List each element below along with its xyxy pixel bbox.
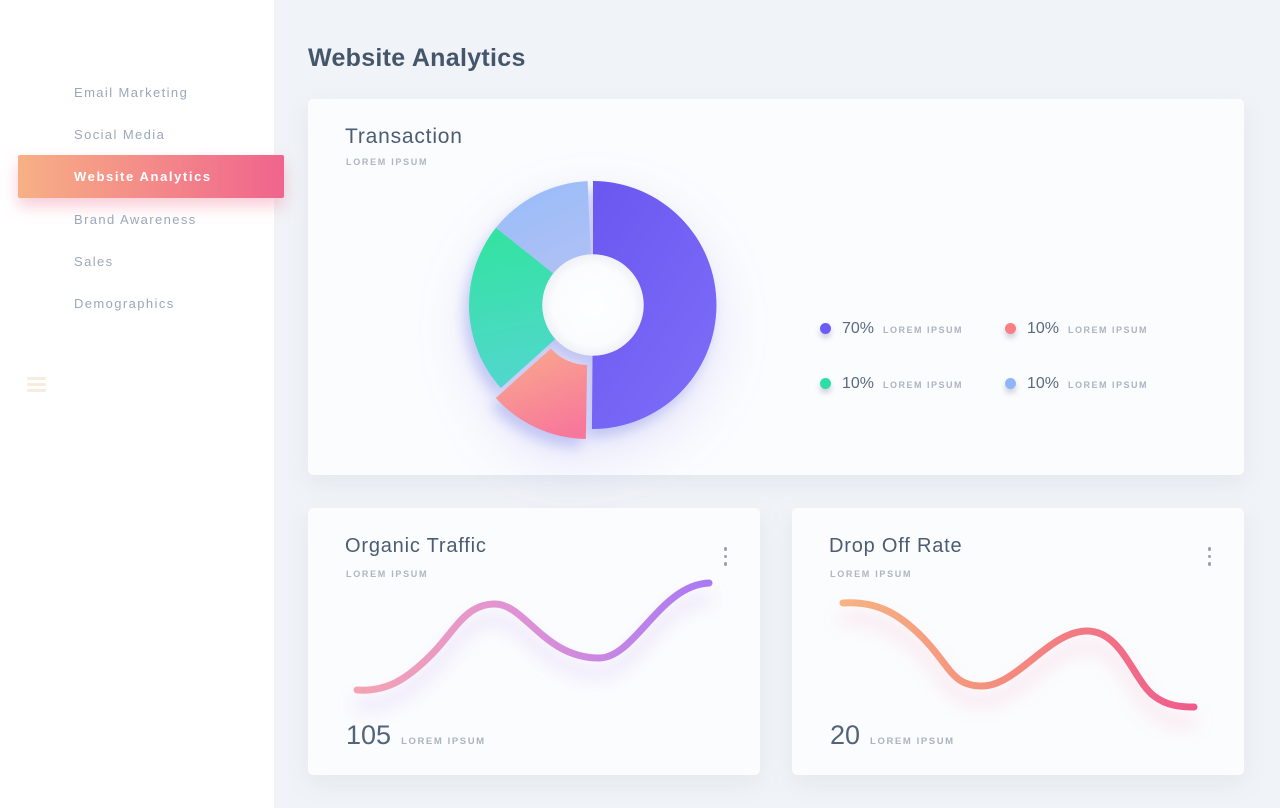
hamburger-bar [27, 389, 46, 392]
legend-item-pink: 10% LOREM IPSUM [1005, 318, 1190, 339]
drop-off-rate-value-label: LOREM IPSUM [870, 736, 955, 747]
organic-traffic-value-row: 105 LOREM IPSUM [346, 720, 486, 751]
legend-percent: 10% [1027, 374, 1060, 392]
legend-dot-green-icon [820, 378, 831, 389]
legend-percent: 70% [842, 319, 875, 337]
legend-dot-blue-icon [1005, 378, 1016, 389]
donut-slice-green [469, 227, 556, 388]
organic-traffic-sparkline [353, 579, 713, 694]
donut-chart [469, 181, 717, 439]
transaction-card-subtitle: LOREM IPSUM [346, 157, 429, 167]
kebab-dot [723, 547, 727, 551]
hamburger-bar [27, 377, 46, 380]
sidebar-item-demographics[interactable]: Demographics [74, 295, 175, 311]
donut-slice-blue [495, 181, 591, 274]
legend-item-blue: 10% LOREM IPSUM [1005, 373, 1190, 394]
hamburger-menu-icon[interactable] [27, 377, 46, 392]
hamburger-bar [27, 383, 46, 386]
organic-traffic-card: Organic Traffic LOREM IPSUM 105 [308, 508, 760, 775]
donut-legend: 70% LOREM IPSUM 10% LOREM IPSUM 10% LORE… [820, 318, 1190, 394]
legend-label: LOREM IPSUM [883, 379, 964, 390]
page-title: Website Analytics [308, 44, 526, 72]
drop-off-rate-value: 20 [830, 720, 861, 750]
kebab-dot [1207, 562, 1211, 566]
kebab-menu-icon[interactable] [721, 544, 731, 569]
kebab-dot [1207, 547, 1211, 551]
sidebar: Email Marketing Social Media Website Ana… [0, 0, 284, 808]
kebab-dot [1207, 554, 1211, 558]
donut-slice-pink [495, 348, 588, 439]
sidebar-item-email-marketing[interactable]: Email Marketing [74, 84, 189, 100]
drop-off-rate-title: Drop Off Rate [829, 535, 963, 557]
legend-label: LOREM IPSUM [1068, 324, 1149, 335]
organic-traffic-value-label: LOREM IPSUM [401, 736, 486, 747]
legend-label: LOREM IPSUM [1068, 379, 1149, 390]
sidebar-item-brand-awareness[interactable]: Brand Awareness [74, 211, 197, 227]
legend-item-green: 10% LOREM IPSUM [820, 373, 1005, 394]
donut-hole [542, 254, 644, 356]
legend-label: LOREM IPSUM [883, 324, 964, 335]
legend-percent: 10% [1027, 319, 1060, 337]
legend-dot-purple-icon [820, 323, 831, 334]
drop-off-trend-line [839, 599, 1198, 711]
transaction-card-title: Transaction [345, 125, 463, 148]
legend-item-purple: 70% LOREM IPSUM [820, 318, 1005, 339]
sidebar-item-sales[interactable]: Sales [74, 253, 114, 269]
organic-traffic-subtitle: LOREM IPSUM [346, 569, 429, 579]
sidebar-item-website-analytics[interactable]: Website Analytics [18, 155, 284, 198]
organic-trend-line [353, 579, 713, 694]
drop-off-rate-subtitle: LOREM IPSUM [830, 569, 913, 579]
drop-off-rate-card: Drop Off Rate LOREM IPSUM 20 [792, 508, 1244, 775]
organic-traffic-title: Organic Traffic [345, 535, 487, 557]
transaction-card: Transaction LOREM IPSUM 70% LOREM IPSUM … [308, 99, 1244, 475]
kebab-dot [723, 554, 727, 558]
kebab-menu-icon[interactable] [1205, 544, 1215, 569]
legend-dot-pink-icon [1005, 323, 1016, 334]
sidebar-nav: Email Marketing Social Media Website Ana… [0, 71, 284, 324]
drop-off-rate-value-row: 20 LOREM IPSUM [830, 720, 955, 751]
legend-percent: 10% [842, 374, 875, 392]
drop-off-rate-sparkline [839, 599, 1198, 711]
kebab-dot [723, 562, 727, 566]
sidebar-item-social-media[interactable]: Social Media [74, 126, 166, 142]
donut-slice-purple [591, 181, 717, 430]
organic-traffic-value: 105 [346, 720, 392, 750]
